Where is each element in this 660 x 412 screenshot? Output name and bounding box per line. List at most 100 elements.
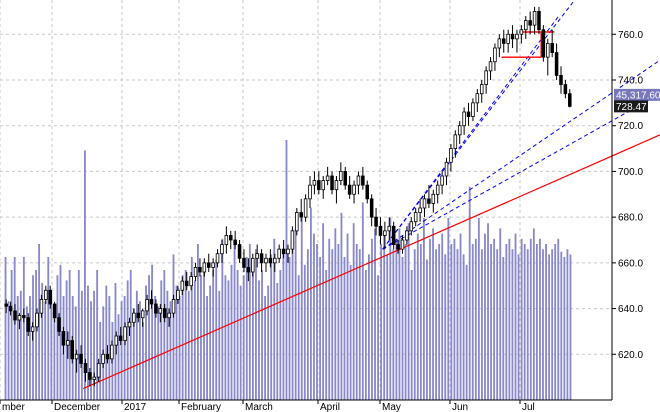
volume-bar [135,290,138,400]
volume-bar [138,301,141,400]
volume-bar [508,238,511,400]
candle-body [215,253,220,264]
y-tick-label: 660.0 [618,258,643,269]
candle-body [74,353,79,360]
candle-body [466,111,471,117]
candle-body [162,308,167,319]
volume-bar [453,238,456,400]
candle-body [96,363,101,378]
candle-body [343,171,348,186]
candle-body [123,326,127,341]
volume-bar [117,314,120,400]
volume-bar [490,244,492,400]
candle-body [462,111,466,127]
volume-bar [337,244,340,400]
x-tick-label: 2017 [124,402,147,412]
candle-body [79,353,83,364]
volume-bar [297,275,300,400]
volume-bar [377,275,380,400]
candle-body [347,184,352,195]
volume-bar [520,238,523,400]
volume-bar [328,238,331,400]
volume-bar [41,283,44,400]
volume-bar [493,238,496,400]
volume-bar [398,228,401,400]
volume-bar [303,264,306,400]
volume-bar [392,249,395,400]
y-tick-label: 700.0 [618,167,643,178]
volume-bar [184,270,187,400]
volume-bar [77,270,80,400]
volume-bar [462,254,465,400]
candle-body [158,308,163,314]
candle-body [4,303,8,307]
candle-body [422,198,427,209]
volume-bar [563,257,566,400]
volume-bar [227,280,230,400]
candle-body [299,212,303,218]
candle-body [339,171,343,181]
candle-body [488,61,493,72]
candle-body [22,315,26,319]
volume-bar [548,254,551,400]
candle-body [303,198,308,218]
volume-bar [200,275,202,400]
candle-body [510,33,515,40]
x-tick-label: Jul [522,402,535,412]
candle-body [484,70,488,85]
volume-bar [279,270,282,400]
volume-bar [484,233,486,400]
volume-bar [105,285,108,400]
candle-body [352,184,356,195]
volume-bar [309,207,312,400]
candle-body [110,344,114,360]
candle-body [321,180,325,191]
volume-bar [206,296,208,400]
candle-body [176,289,180,300]
volume-bar [255,249,257,400]
volume-bar [441,233,444,400]
volume-bar [50,290,53,400]
axes: 620.0 640.0 660.0 680.0 700.0 720.0 740.0 760.0… [0,0,643,412]
volume-bar [306,249,309,400]
volume-bar [285,140,288,400]
volume-bar [432,228,434,400]
candle-body [206,262,211,268]
candle-body [400,239,405,250]
candle-body [180,280,185,291]
volume-bar [99,322,102,400]
candle-body [83,363,88,373]
volume-bar [380,244,383,400]
candle-body [519,29,524,35]
volume-bar [291,238,294,400]
last-price-label: 728.47 [616,102,647,113]
volume-bar [56,275,59,400]
volume-bar [371,238,373,400]
volume-bar [267,285,270,400]
trend-lines [83,0,660,390]
volume-bar [352,223,355,400]
candle-body [413,212,418,223]
volume-bar [239,285,242,400]
volume-bar [4,257,7,400]
volume-bar [496,249,499,400]
support-trendline [83,134,660,390]
volume-bar [316,244,318,400]
volume-bar [178,296,181,400]
volume-bar [163,270,166,400]
volume-bar [288,257,291,400]
volume-bar [123,296,126,400]
volume-bar [395,238,398,400]
candle-body [427,198,431,204]
volume-bar [10,270,13,400]
candle-body [237,244,242,259]
volume-bar [120,301,123,400]
candle-body [435,184,440,195]
volume-bar [74,306,77,400]
candle-body [52,303,57,319]
volume-bar [93,290,96,400]
candle-body [528,20,532,26]
candle-body [101,353,105,364]
